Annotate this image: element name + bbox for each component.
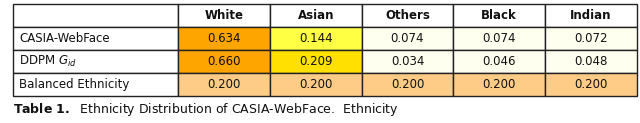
Bar bbox=[178, 27, 270, 50]
Text: 0.634: 0.634 bbox=[207, 32, 241, 45]
Bar bbox=[453, 50, 545, 73]
Text: 0.034: 0.034 bbox=[391, 55, 424, 68]
Text: Black: Black bbox=[481, 9, 517, 22]
Text: 0.048: 0.048 bbox=[574, 55, 607, 68]
Bar bbox=[13, 4, 178, 27]
Text: 0.200: 0.200 bbox=[299, 78, 332, 91]
Text: 0.144: 0.144 bbox=[299, 32, 333, 45]
Text: 0.209: 0.209 bbox=[299, 55, 333, 68]
Text: Indian: Indian bbox=[570, 9, 612, 22]
Bar bbox=[362, 4, 453, 27]
Bar bbox=[362, 27, 453, 50]
Bar bbox=[453, 27, 545, 50]
Text: 0.660: 0.660 bbox=[207, 55, 241, 68]
Text: Others: Others bbox=[385, 9, 430, 22]
Bar bbox=[545, 50, 637, 73]
Text: 0.200: 0.200 bbox=[207, 78, 241, 91]
Text: 0.200: 0.200 bbox=[391, 78, 424, 91]
Bar bbox=[13, 50, 178, 73]
Bar bbox=[178, 50, 270, 73]
Bar bbox=[13, 27, 178, 50]
Bar bbox=[545, 73, 637, 96]
Text: 0.074: 0.074 bbox=[483, 32, 516, 45]
Bar bbox=[13, 73, 178, 96]
Bar bbox=[178, 4, 270, 27]
Bar bbox=[453, 4, 545, 27]
Text: White: White bbox=[205, 9, 244, 22]
Text: Balanced Ethnicity: Balanced Ethnicity bbox=[19, 78, 129, 91]
Bar bbox=[270, 4, 362, 27]
Bar bbox=[270, 73, 362, 96]
Text: 0.200: 0.200 bbox=[574, 78, 607, 91]
Text: $\mathbf{Table\ 1.}$  Ethnicity Distribution of CASIA-WebFace.  Ethnicity: $\mathbf{Table\ 1.}$ Ethnicity Distribut… bbox=[13, 101, 399, 118]
Text: Asian: Asian bbox=[298, 9, 334, 22]
Bar bbox=[178, 73, 270, 96]
Bar bbox=[545, 27, 637, 50]
Bar bbox=[453, 73, 545, 96]
Bar bbox=[270, 50, 362, 73]
Text: 0.200: 0.200 bbox=[483, 78, 516, 91]
Text: DDPM $G_{id}$: DDPM $G_{id}$ bbox=[19, 54, 77, 69]
Bar bbox=[545, 4, 637, 27]
Bar bbox=[362, 50, 453, 73]
Bar bbox=[362, 73, 453, 96]
Text: 0.046: 0.046 bbox=[483, 55, 516, 68]
Text: 0.074: 0.074 bbox=[391, 32, 424, 45]
Bar bbox=[270, 27, 362, 50]
Text: CASIA-WebFace: CASIA-WebFace bbox=[19, 32, 110, 45]
Text: 0.072: 0.072 bbox=[574, 32, 608, 45]
